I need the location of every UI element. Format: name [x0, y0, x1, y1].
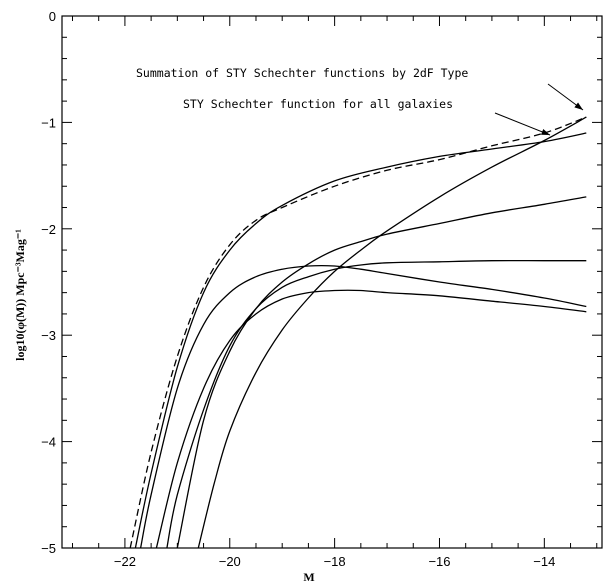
y-tick-label: −5 [41, 541, 56, 556]
y-tick-label: −1 [41, 115, 56, 130]
curve-type5 [197, 116, 587, 548]
x-tick-label: −18 [324, 554, 346, 569]
curves [129, 116, 587, 548]
axis-ticks: −22 −20 −18 −16 −14 0 −1 −2 −3 −4 −5 [41, 9, 602, 569]
curve-all [134, 132, 587, 548]
curve-type2 [155, 289, 587, 548]
arrow-summation-head [574, 102, 583, 110]
y-tick-label: −2 [41, 222, 56, 237]
x-tick-label: −20 [219, 554, 241, 569]
x-tick-label: −16 [428, 554, 450, 569]
arrow-all-galaxies-head [541, 128, 550, 135]
annotation-summation: Summation of STY Schechter functions by … [136, 66, 468, 80]
y-tick-label: −3 [41, 328, 56, 343]
x-tick-label: −22 [114, 554, 136, 569]
curve-summation [129, 116, 587, 548]
x-tick-label: −14 [533, 554, 555, 569]
plot-frame [61, 15, 603, 549]
arrow-all-galaxies [494, 112, 551, 136]
y-tick-label: 0 [49, 9, 56, 24]
x-axis-label: M [303, 570, 314, 581]
y-axis-label: log10(φ(M)) Mpc⁻³Mag⁻¹ [13, 229, 27, 361]
annotation-all-galaxies: STY Schechter function for all galaxies [183, 97, 453, 111]
y-tick-label: −4 [41, 435, 56, 450]
curve-type3 [166, 259, 587, 548]
annotation-arrows [494, 83, 584, 136]
curve-type4 [176, 196, 587, 548]
plot-border [61, 15, 603, 549]
